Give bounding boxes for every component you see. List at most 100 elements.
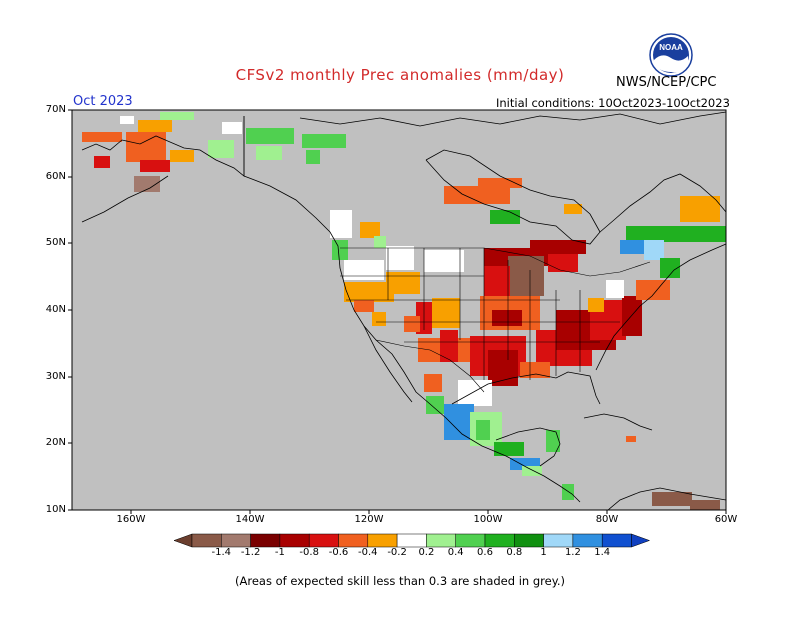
anomaly-cell bbox=[160, 112, 194, 120]
lat-label: 50N bbox=[45, 237, 66, 248]
anomaly-cell bbox=[246, 128, 294, 144]
anomaly-cell bbox=[644, 240, 664, 260]
anomaly-cell bbox=[478, 178, 522, 188]
east-coast bbox=[595, 243, 727, 371]
anomaly-cell bbox=[522, 466, 542, 476]
anomaly-cell bbox=[256, 146, 282, 160]
colorbar-label: 0.4 bbox=[447, 547, 464, 558]
colorbar-label: -0.6 bbox=[328, 547, 349, 558]
colorbar-label: 0.2 bbox=[418, 547, 435, 558]
colorbar-swatch bbox=[367, 533, 398, 548]
anomaly-cell bbox=[680, 196, 720, 222]
arctic-islands bbox=[299, 111, 727, 127]
baja-peninsula bbox=[363, 325, 413, 403]
anomaly-cell bbox=[588, 298, 604, 312]
anomaly-cell bbox=[492, 310, 522, 326]
political-borders bbox=[243, 116, 651, 393]
anomaly-cell bbox=[330, 210, 352, 238]
colorbar-swatch bbox=[426, 533, 456, 548]
anomaly-cell bbox=[564, 204, 582, 214]
colorbar-label: -0.8 bbox=[299, 547, 319, 558]
anomaly-cell bbox=[306, 150, 320, 164]
anomaly-cell bbox=[94, 156, 110, 168]
anomaly-cell bbox=[626, 436, 636, 442]
anomaly-cell bbox=[548, 254, 578, 272]
gulf-coast bbox=[451, 371, 601, 405]
colorbar-swatch bbox=[484, 533, 515, 548]
lat-label: 60N bbox=[45, 171, 66, 182]
anomaly-cell bbox=[432, 298, 460, 328]
anomaly-cell bbox=[360, 222, 380, 238]
anomaly-cell bbox=[82, 132, 122, 142]
anomaly-cell bbox=[444, 404, 474, 440]
lon-label: 140W bbox=[235, 514, 265, 525]
colorbar-swatch bbox=[191, 533, 222, 548]
coastlines bbox=[81, 111, 727, 511]
anomaly-cell bbox=[344, 282, 394, 302]
initial-conditions: Initial conditions: 10Oct2023-10Oct2023 bbox=[496, 96, 730, 110]
colorbar bbox=[173, 533, 651, 548]
colorbar-swatch bbox=[279, 533, 310, 548]
anomaly-cell bbox=[426, 396, 444, 414]
anomaly-cell bbox=[660, 258, 680, 278]
noaa-logo: NOAA bbox=[649, 33, 693, 77]
anomaly-cell bbox=[134, 176, 160, 192]
logo-text: NOAA bbox=[659, 43, 683, 52]
alaska-peninsula bbox=[81, 175, 169, 223]
anomaly-cell bbox=[386, 272, 420, 294]
colorbar-label: 1.2 bbox=[564, 547, 581, 558]
state-lines-vertical bbox=[387, 248, 581, 380]
alaska-coast bbox=[81, 116, 245, 177]
colorbar-swatch bbox=[601, 533, 632, 548]
anomaly-cell bbox=[622, 296, 642, 336]
south-america-coast bbox=[607, 487, 727, 511]
anomaly-cell bbox=[138, 120, 172, 132]
lon-ticks bbox=[130, 510, 727, 514]
labrador-coast bbox=[599, 173, 727, 233]
colorbar-high-arrow bbox=[631, 533, 651, 548]
colorbar-swatch bbox=[543, 533, 574, 548]
anomaly-cell bbox=[458, 380, 492, 406]
colorbar-swatch bbox=[396, 533, 427, 548]
anomaly-cell bbox=[562, 484, 574, 500]
lon-label: 100W bbox=[473, 514, 503, 525]
colorbar-label: 1 bbox=[540, 547, 547, 558]
lat-ticks bbox=[68, 109, 72, 511]
colorbar-label: -0.2 bbox=[387, 547, 407, 558]
anomaly-cell bbox=[120, 116, 134, 124]
anomaly-cell bbox=[126, 132, 166, 162]
colorbar-label: -0.4 bbox=[358, 547, 378, 558]
lon-label: 160W bbox=[116, 514, 146, 525]
colorbar-low-arrow bbox=[173, 533, 193, 548]
colorbar-swatch bbox=[338, 533, 369, 548]
anomaly-cell bbox=[344, 260, 384, 280]
anomaly-cell bbox=[508, 256, 544, 296]
forecast-month: Oct 2023 bbox=[73, 94, 133, 109]
lat-label: 40N bbox=[45, 304, 66, 315]
anomaly-cell bbox=[208, 140, 234, 158]
anomaly-cell bbox=[170, 150, 194, 162]
colorbar-label: -1.4 bbox=[211, 547, 232, 558]
anomaly-cells bbox=[82, 112, 726, 510]
anomaly-cell bbox=[440, 330, 458, 362]
us-mexico-border bbox=[375, 339, 485, 393]
cuba-coast bbox=[583, 413, 653, 431]
colorbar-swatch bbox=[455, 533, 486, 548]
anomaly-cell bbox=[606, 280, 624, 298]
lat-label: 10N bbox=[45, 504, 66, 515]
lat-label: 20N bbox=[45, 437, 66, 448]
anomaly-cell bbox=[386, 246, 414, 270]
anomaly-cell bbox=[354, 300, 374, 312]
lat-label: 70N bbox=[45, 104, 66, 115]
west-coast bbox=[243, 175, 581, 503]
yucatan-coast bbox=[495, 427, 561, 467]
state-lines-horizontal bbox=[340, 275, 620, 343]
anomaly-cell bbox=[424, 374, 442, 392]
lat-label: 30N bbox=[45, 371, 66, 382]
anomaly-cell bbox=[620, 240, 644, 254]
lon-label: 60W bbox=[714, 514, 738, 525]
skill-footnote: (Areas of expected skill less than 0.3 a… bbox=[235, 574, 565, 588]
anomaly-cell bbox=[332, 240, 348, 260]
lon-label: 80W bbox=[595, 514, 619, 525]
